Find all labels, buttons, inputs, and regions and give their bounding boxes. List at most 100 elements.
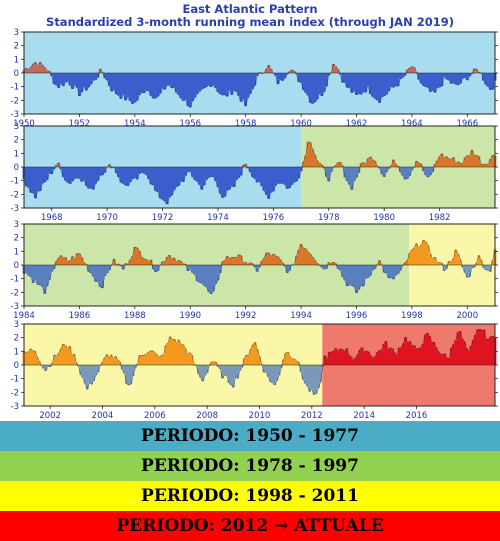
index-bar — [64, 257, 68, 265]
index-bar — [209, 265, 213, 294]
x-tick-label: 1972 — [152, 213, 174, 223]
index-bar — [223, 365, 227, 376]
index-bar — [128, 259, 132, 265]
index-bar — [237, 167, 241, 178]
index-bar — [285, 73, 289, 75]
index-bar — [284, 352, 288, 365]
index-bar — [216, 167, 220, 187]
index-bar — [304, 248, 308, 265]
index-bar — [488, 265, 492, 272]
x-tick-label: 1952 — [69, 119, 91, 129]
index-bar — [311, 73, 315, 104]
index-bar — [491, 73, 495, 90]
index-bar — [262, 167, 266, 191]
index-bar — [484, 73, 488, 85]
index-bar — [238, 365, 242, 371]
index-bar — [419, 73, 423, 84]
index-bar — [391, 348, 394, 365]
index-bar — [66, 73, 70, 82]
x-tick-label: 1984 — [13, 311, 35, 321]
index-bar — [405, 69, 409, 73]
index-bar — [66, 261, 70, 265]
index-bar — [378, 350, 381, 365]
index-bar — [91, 167, 95, 190]
index-bar — [36, 265, 40, 285]
index-bar — [445, 73, 448, 80]
index-bar — [355, 265, 358, 293]
index-bar — [165, 73, 169, 86]
index-bar — [394, 265, 398, 276]
index-bar — [50, 73, 54, 77]
index-bar — [479, 259, 483, 265]
index-bar — [34, 62, 37, 73]
index-bar — [349, 356, 353, 365]
index-bar — [279, 365, 283, 368]
index-bar — [361, 73, 365, 93]
index-bar — [368, 73, 372, 94]
index-bar — [358, 349, 362, 365]
y-tick-label: 1 — [14, 149, 19, 159]
index-bar — [168, 336, 172, 365]
x-tick-label: 1980 — [373, 213, 395, 223]
index-bar — [82, 262, 86, 265]
index-bar — [334, 66, 338, 73]
index-bar — [119, 73, 123, 99]
index-bar — [341, 265, 345, 277]
x-tick-label: 2006 — [144, 411, 166, 420]
index-bar — [29, 167, 33, 193]
index-bar — [456, 73, 460, 86]
index-bar — [138, 355, 141, 365]
index-bar — [394, 73, 398, 87]
x-tick-label: 2016 — [406, 411, 428, 420]
index-bar — [221, 73, 225, 96]
index-bar — [230, 257, 234, 265]
index-bar — [327, 262, 331, 265]
index-bar — [269, 167, 273, 193]
index-bar — [419, 347, 423, 365]
index-bar — [340, 349, 344, 365]
index-bar — [207, 265, 211, 292]
index-bar — [389, 73, 393, 87]
index-bar — [274, 73, 278, 76]
index-bar — [380, 73, 384, 97]
index-bar — [468, 156, 472, 167]
index-bar — [384, 341, 388, 365]
index-bar — [290, 69, 294, 73]
index-bar — [447, 261, 451, 265]
index-bar — [24, 167, 28, 187]
index-bar — [320, 73, 324, 96]
index-bar — [461, 163, 465, 167]
index-bar — [216, 365, 220, 367]
index-bar — [144, 259, 148, 265]
legend-band-1950-1977: PERIODO: 1950 - 1977 — [0, 421, 500, 451]
legend-band-1998-2011: PERIODO: 1998 - 2011 — [0, 481, 500, 511]
index-bar — [271, 253, 275, 265]
index-bar — [188, 352, 192, 365]
index-bar — [135, 247, 139, 265]
index-bar — [343, 265, 347, 281]
index-bar — [477, 255, 481, 265]
index-bar — [323, 355, 327, 365]
index-bar — [135, 167, 139, 180]
index-bar — [31, 265, 35, 283]
index-bar — [80, 167, 84, 182]
y-tick-label: 0 — [14, 261, 19, 271]
index-bar — [477, 156, 481, 167]
index-bar — [228, 73, 231, 91]
index-bar — [421, 343, 425, 365]
index-bar — [165, 167, 169, 205]
index-bar — [214, 361, 218, 365]
index-bar — [366, 265, 370, 278]
index-bar — [471, 340, 475, 365]
index-bar — [260, 73, 264, 74]
index-bar — [137, 250, 141, 265]
y-tick-label: 1 — [14, 347, 19, 357]
index-bar — [96, 265, 100, 282]
index-bar — [166, 343, 170, 365]
x-tick-label: 1974 — [207, 213, 229, 223]
index-bar — [133, 73, 137, 103]
index-bar — [442, 265, 446, 271]
index-bar — [188, 167, 192, 172]
index-bar — [486, 73, 490, 87]
